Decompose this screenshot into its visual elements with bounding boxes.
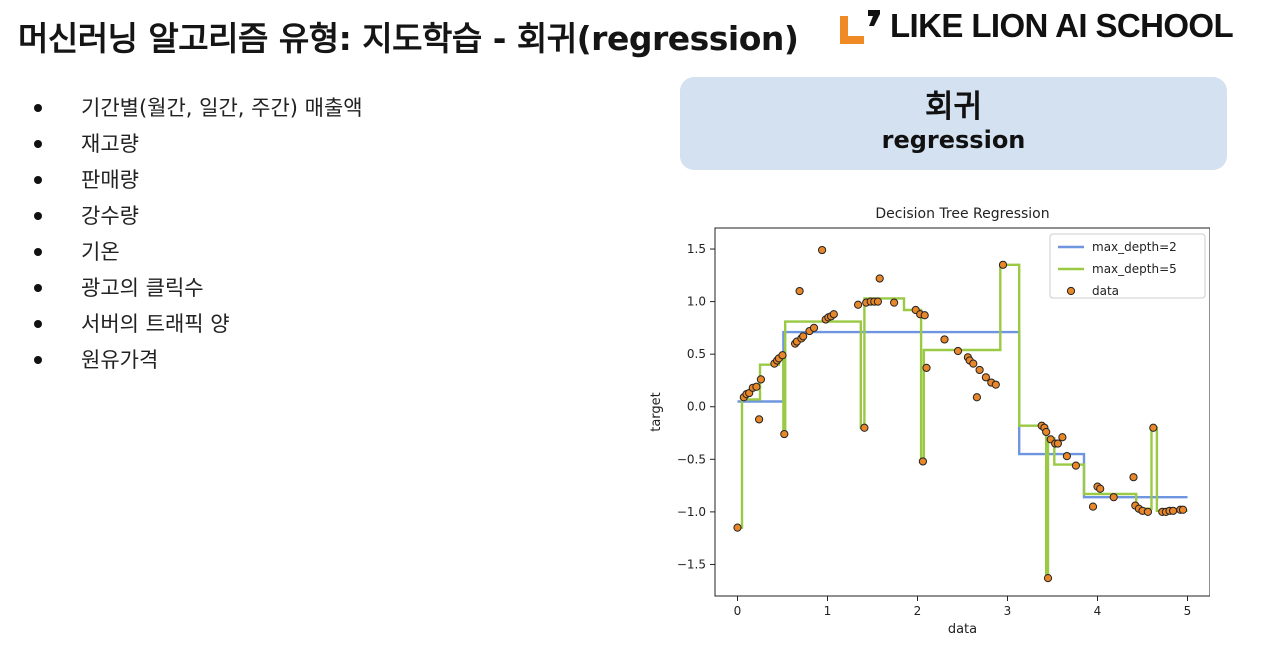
- legend-label: max_depth=2: [1092, 240, 1177, 254]
- bullet-list: 기간별(월간, 일간, 주간) 매출액 재고량 판매량 강수량 기온 광고의 클…: [34, 90, 363, 378]
- bullet-text: 원유가격: [81, 348, 159, 372]
- data-point: [1096, 484, 1105, 493]
- data-point: [920, 311, 929, 320]
- data-point: [875, 274, 884, 283]
- data-point: [829, 310, 838, 319]
- callout-subtitle: regression: [881, 126, 1026, 154]
- data-point: [918, 457, 927, 466]
- data-point: [890, 298, 899, 307]
- callout-title: 회귀: [924, 89, 983, 125]
- data-point: [922, 363, 931, 372]
- data-point: [991, 380, 1000, 389]
- list-item: 판매량: [34, 162, 363, 198]
- data-point: [953, 346, 963, 356]
- data-point: [756, 375, 766, 384]
- data-point: [795, 286, 804, 296]
- data-point: [860, 423, 869, 432]
- data-point: [1109, 493, 1118, 502]
- bullet-text: 서버의 트래픽 양: [81, 312, 230, 336]
- data-point: [873, 297, 882, 306]
- data-point: [755, 415, 764, 424]
- list-item: 재고량: [34, 126, 363, 162]
- x-tick-label: 5: [1184, 604, 1192, 618]
- y-tick-label: 1.5: [687, 242, 706, 256]
- data-point: [940, 335, 949, 344]
- data-point: [1043, 574, 1053, 583]
- list-item: 기온: [34, 234, 363, 270]
- data-point: [1058, 433, 1067, 442]
- x-tick-label: 1: [824, 604, 832, 618]
- bullet-text: 기온: [81, 240, 120, 264]
- data-point: [1053, 439, 1062, 448]
- bullet-text: 재고량: [81, 132, 139, 156]
- data-point: [1143, 507, 1152, 516]
- y-tick-label: −0.5: [677, 452, 706, 466]
- data-point: [780, 429, 789, 439]
- legend-swatch: [1066, 286, 1076, 296]
- data-point: [854, 300, 863, 309]
- bullet-dot-icon: [34, 212, 42, 220]
- logo-text: LIKE LION AI SCHOOL: [890, 7, 1234, 44]
- data-point: [818, 245, 827, 255]
- bullet-dot-icon: [34, 176, 42, 184]
- legend-label: max_depth=5: [1092, 262, 1177, 276]
- legend-box: [1049, 233, 1206, 299]
- data-point: [1088, 502, 1098, 511]
- x-tick-label: 4: [1094, 604, 1102, 618]
- data-point: [1062, 452, 1071, 461]
- bullet-text: 강수량: [81, 204, 139, 228]
- bullet-dot-icon: [34, 248, 42, 256]
- bullet-text: 기간별(월간, 일간, 주간) 매출액: [81, 96, 363, 120]
- y-tick-label: 0.0: [687, 400, 706, 414]
- bullet-dot-icon: [34, 140, 42, 148]
- y-tick-label: 1.0: [687, 295, 706, 309]
- list-item: 광고의 클릭수: [34, 270, 363, 306]
- y-tick-label: 0.5: [687, 347, 706, 361]
- data-point: [975, 365, 984, 375]
- data-point: [969, 359, 978, 368]
- data-point: [778, 351, 787, 360]
- data-point: [998, 260, 1008, 269]
- regression-callout: 회귀 regression: [680, 77, 1227, 170]
- x-tick-label: 2: [914, 604, 922, 618]
- lion-logo-icon: [840, 10, 880, 44]
- data-point: [809, 323, 819, 332]
- bullet-dot-icon: [34, 104, 42, 112]
- plot-frame: [714, 227, 1210, 597]
- bullet-dot-icon: [34, 284, 42, 292]
- data-point: [799, 332, 808, 341]
- y-axis-label: target: [649, 392, 664, 432]
- data-point: [752, 382, 761, 391]
- data-point: [1071, 461, 1080, 470]
- list-item: 원유가격: [34, 342, 363, 378]
- series-line-1: [737, 330, 1188, 499]
- x-tick-label: 3: [1004, 604, 1012, 618]
- y-tick-label: −1.5: [677, 557, 706, 571]
- data-point: [1149, 423, 1158, 432]
- list-item: 강수량: [34, 198, 363, 234]
- brand-logo: LIKE LION AI SCHOOL: [838, 4, 1234, 48]
- data-point: [1042, 427, 1051, 437]
- data-point: [972, 393, 981, 402]
- list-item: 서버의 트래픽 양: [34, 306, 363, 342]
- list-item: 기간별(월간, 일간, 주간) 매출액: [34, 90, 363, 126]
- slide-title: 머신러닝 알고리즘 유형: 지도학습 - 회귀(regression): [18, 19, 799, 58]
- data-point: [1169, 506, 1178, 515]
- legend-label: data: [1092, 284, 1119, 298]
- x-axis-label: data: [948, 622, 977, 637]
- decision-tree-regression-chart: Decision Tree Regression 0 1 2 3 4 5 −1.5 −1.0 −0…: [649, 206, 1210, 637]
- y-tick-label: −1.0: [677, 505, 706, 519]
- bullet-text: 광고의 클릭수: [81, 276, 204, 300]
- data-point: [981, 373, 990, 382]
- chart-title: Decision Tree Regression: [875, 206, 1049, 222]
- data-point: [1129, 473, 1138, 482]
- series-line-2: [737, 263, 1188, 580]
- bullet-text: 판매량: [81, 168, 139, 192]
- x-tick-label: 0: [734, 604, 742, 618]
- bullet-dot-icon: [34, 356, 42, 364]
- data-point: [1178, 505, 1188, 514]
- data-point: [733, 523, 742, 532]
- bullet-dot-icon: [34, 320, 42, 328]
